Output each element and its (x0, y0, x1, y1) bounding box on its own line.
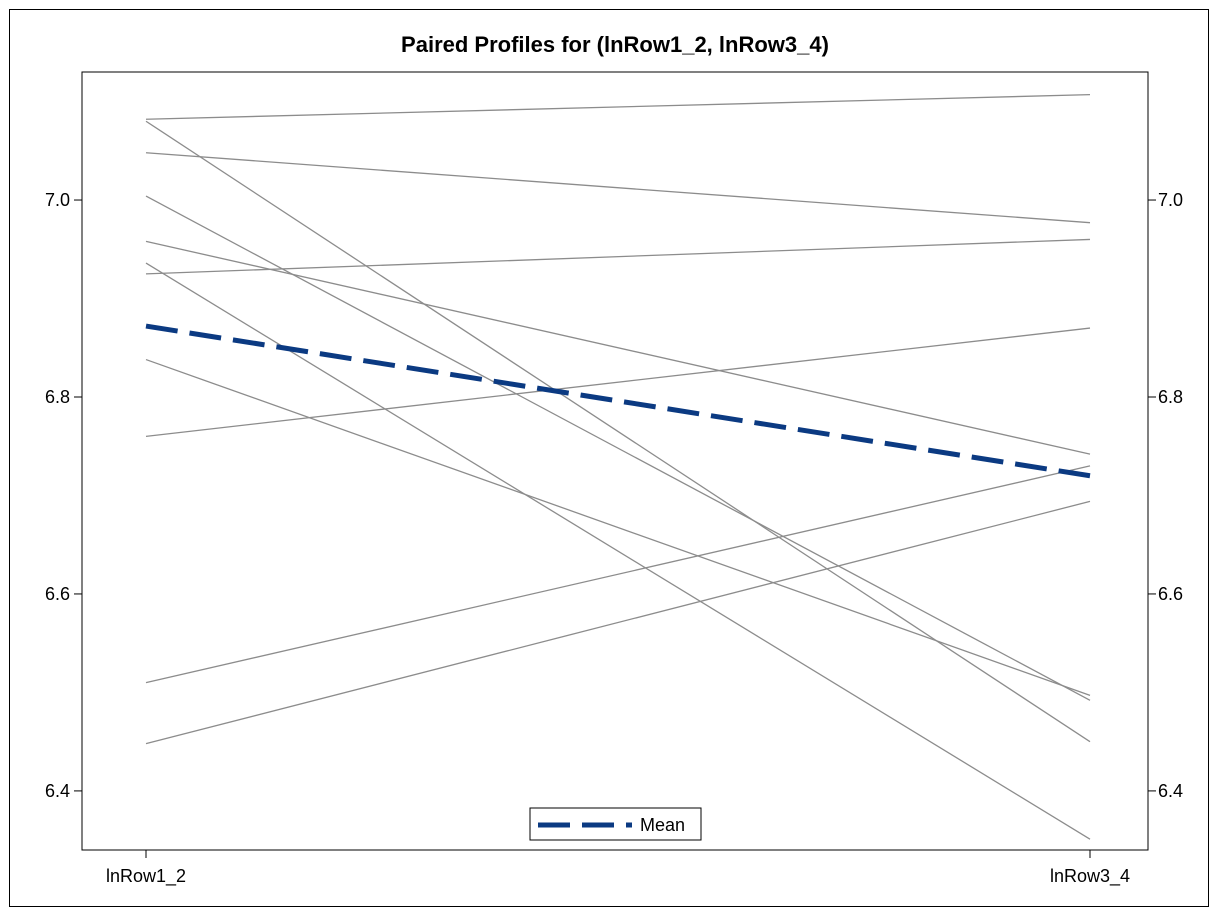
mean-series (145, 323, 1091, 479)
chart-title: Paired Profiles for (lnRow1_2, lnRow3_4) (401, 32, 829, 57)
profile-line (145, 238, 1091, 275)
y-tick-label-left: 6.8 (45, 387, 70, 407)
x-tick-label: lnRow1_2 (106, 866, 186, 887)
profile-line (145, 327, 1091, 438)
profile-line (145, 262, 1091, 840)
y-tick-label-right: 6.4 (1158, 781, 1183, 801)
y-tick-label-left: 7.0 (45, 190, 70, 210)
profile-line (145, 358, 1091, 696)
profile-line (145, 120, 1091, 743)
profile-line (145, 240, 1091, 455)
plot-area (81, 71, 1149, 851)
y-tick-label-right: 6.8 (1158, 387, 1183, 407)
chart-frame (9, 9, 1209, 907)
y-tick-label-right: 6.6 (1158, 584, 1183, 604)
y-axis-left: 6.4 6.6 6.8 7.0 (45, 190, 82, 801)
profile-line (145, 152, 1091, 224)
legend-mean-label: Mean (640, 815, 685, 835)
y-tick-label-right: 7.0 (1158, 190, 1183, 210)
y-tick-label-left: 6.4 (45, 781, 70, 801)
legend: Mean (529, 807, 702, 841)
profile-line (145, 94, 1091, 120)
mean-line (145, 323, 1091, 479)
profile-line (145, 465, 1091, 684)
x-axis: lnRow1_2 lnRow3_4 (106, 850, 1130, 887)
y-tick-label-left: 6.6 (45, 584, 70, 604)
x-tick-label: lnRow3_4 (1050, 866, 1130, 887)
profile-line (145, 195, 1091, 701)
y-axis-right: 6.4 6.6 6.8 7.0 (1148, 190, 1183, 801)
profile-lines (145, 94, 1091, 840)
profile-line (145, 500, 1091, 745)
